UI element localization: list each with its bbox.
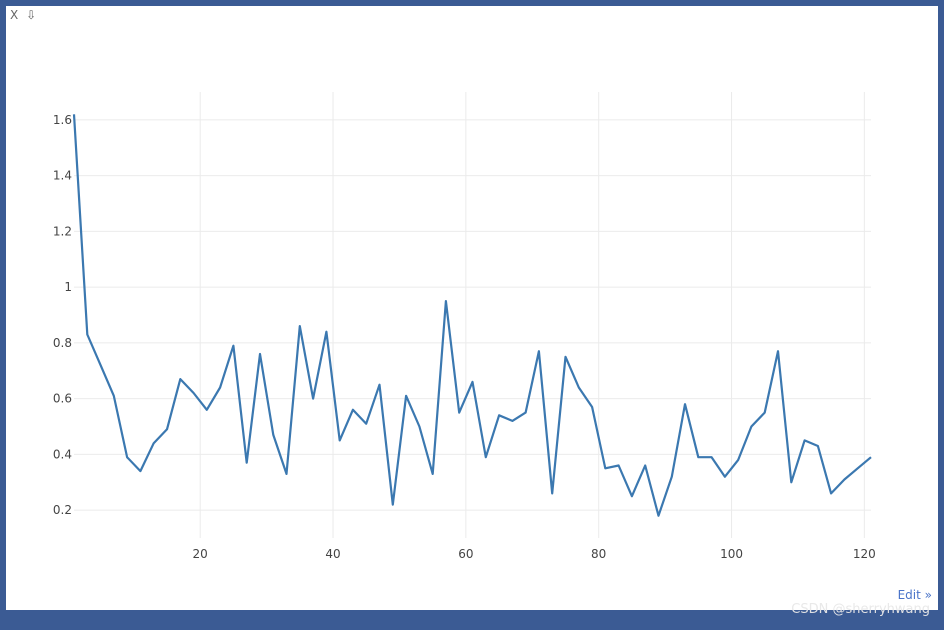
y-tick-label: 0.4	[53, 447, 72, 461]
data-point	[856, 466, 860, 470]
data-point	[138, 469, 142, 473]
data-point	[431, 472, 435, 476]
x-axis-ticks: 20 40 60 80 100 120	[193, 547, 876, 561]
y-tick-label: 1.2	[53, 224, 72, 238]
data-point	[842, 477, 846, 481]
data-point	[298, 324, 302, 328]
data-point	[484, 455, 488, 459]
data-point	[311, 397, 315, 401]
x-tick-label: 80	[591, 547, 606, 561]
data-point	[656, 514, 660, 518]
y-axis-ticks: 0.2 0.4 0.6 0.8 1 1.2 1.4 1.6	[53, 113, 72, 517]
data-point	[271, 433, 275, 437]
y-tick-label: 1.6	[53, 113, 72, 127]
data-point	[471, 380, 475, 384]
chart-frame	[6, 6, 938, 610]
y-tick-label: 1	[64, 280, 72, 294]
y-tick-label: 1.4	[53, 169, 72, 183]
series-line	[72, 114, 872, 517]
data-point	[324, 330, 328, 334]
data-point	[630, 494, 634, 498]
data-point	[285, 472, 289, 476]
data-point	[643, 464, 647, 468]
data-point	[524, 411, 528, 415]
data-point	[723, 475, 727, 479]
data-point	[603, 466, 607, 470]
data-point	[829, 491, 833, 495]
y-tick-label: 0.2	[53, 503, 72, 517]
data-point	[231, 344, 235, 348]
data-point	[816, 444, 820, 448]
data-point	[869, 455, 873, 459]
data-point	[736, 458, 740, 462]
data-point	[510, 419, 514, 423]
data-point	[590, 405, 594, 409]
data-point	[457, 411, 461, 415]
data-point	[617, 464, 621, 468]
data-point	[577, 385, 581, 389]
data-point	[218, 385, 222, 389]
data-point	[258, 352, 262, 356]
x-tick-label: 60	[458, 547, 473, 561]
x-tick-label: 100	[720, 547, 743, 561]
data-point	[749, 425, 753, 429]
data-point	[112, 394, 116, 398]
data-point	[563, 355, 567, 359]
data-point	[125, 455, 129, 459]
toolbar: X ⇩	[10, 8, 38, 22]
data-point	[338, 438, 342, 442]
grid-lines	[74, 92, 871, 538]
data-point	[696, 455, 700, 459]
data-points	[72, 112, 873, 517]
data-point	[378, 383, 382, 387]
data-point	[364, 422, 368, 426]
data-point	[670, 475, 674, 479]
data-point	[550, 491, 554, 495]
data-point	[683, 402, 687, 406]
data-point	[537, 349, 541, 353]
data-point	[763, 411, 767, 415]
data-point	[391, 503, 395, 507]
data-point	[72, 112, 76, 116]
download-icon[interactable]: ⇩	[26, 8, 39, 22]
x-tick-label: 20	[193, 547, 208, 561]
x-tick-label: 40	[325, 547, 340, 561]
bottom-band	[0, 614, 944, 630]
edit-link[interactable]: Edit »	[897, 588, 932, 602]
data-point	[351, 408, 355, 412]
data-point	[497, 413, 501, 417]
data-point	[803, 438, 807, 442]
data-point	[85, 333, 89, 337]
data-point	[152, 441, 156, 445]
data-point	[444, 299, 448, 303]
y-tick-label: 0.6	[53, 392, 72, 406]
data-point	[404, 394, 408, 398]
data-point	[710, 455, 714, 459]
y-tick-label: 0.8	[53, 336, 72, 350]
data-point	[178, 377, 182, 381]
data-point	[245, 461, 249, 465]
data-point	[417, 425, 421, 429]
close-icon[interactable]: X	[10, 8, 21, 22]
data-point	[789, 480, 793, 484]
data-point	[99, 363, 103, 367]
data-point	[205, 408, 209, 412]
data-point	[192, 391, 196, 395]
x-tick-label: 120	[853, 547, 876, 561]
data-point	[165, 427, 169, 431]
data-point	[776, 349, 780, 353]
